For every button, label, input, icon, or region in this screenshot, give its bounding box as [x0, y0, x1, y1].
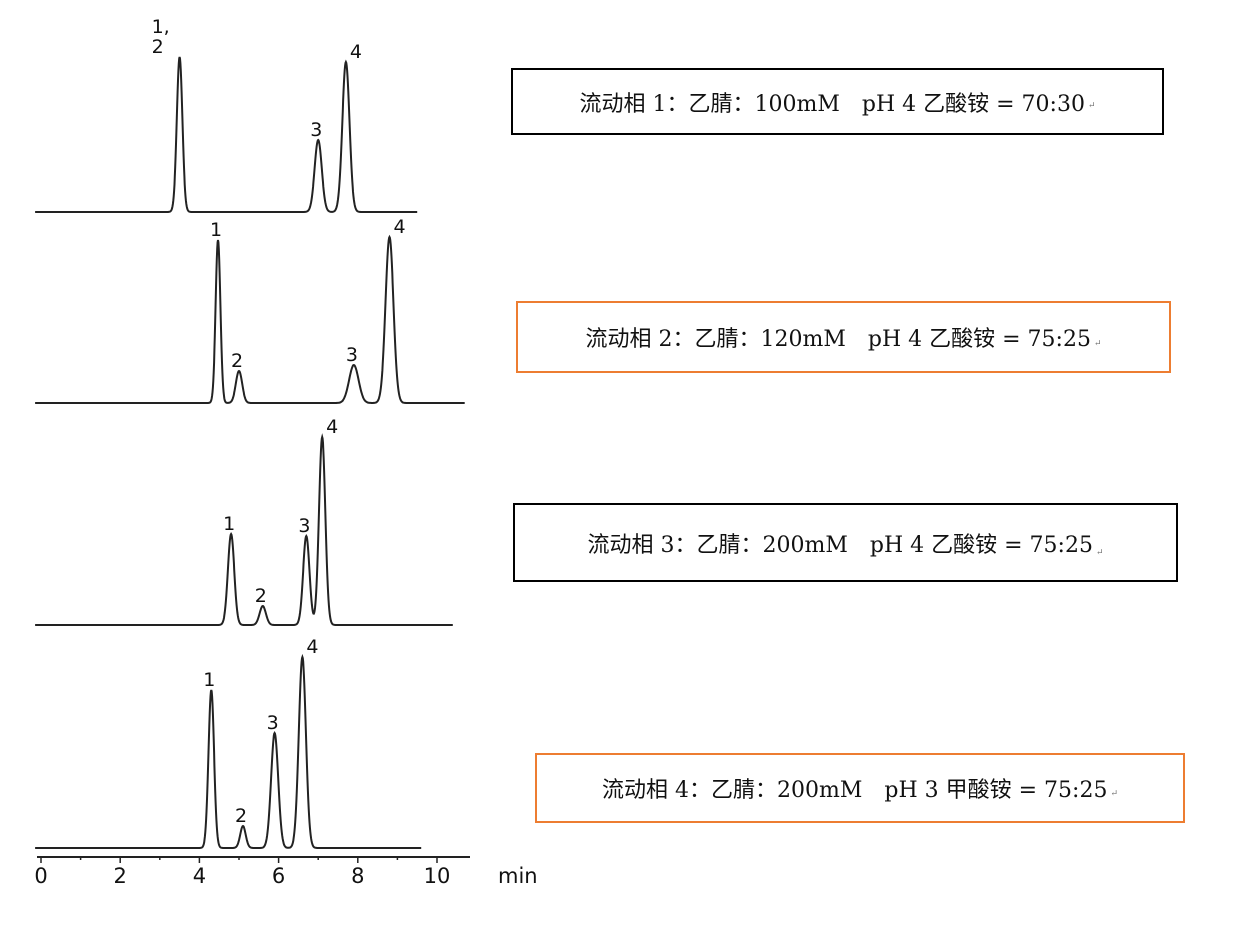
peak-label: 1	[210, 219, 222, 241]
trace-line-1	[35, 56, 418, 213]
x-tick-label: 4	[193, 864, 206, 888]
trace-line-3	[35, 433, 453, 626]
peak-label: 4	[350, 41, 362, 63]
return-mark-icon: ↵	[1087, 101, 1096, 111]
peak-label: 1	[203, 669, 215, 691]
return-mark-icon: ↵	[1095, 548, 1104, 558]
x-tick-label: 0	[34, 864, 47, 888]
return-mark-icon: ↵	[1093, 339, 1102, 349]
peak-label: 2	[255, 585, 267, 607]
x-tick-label: 2	[114, 864, 127, 888]
mobile-phase-text: 流动相 4：乙腈：200mM pH 3 甲酸铵 = 75:25	[602, 778, 1108, 803]
trace-line-2	[35, 234, 465, 404]
mobile-phase-text: 流动相 2：乙腈：120mM pH 4 乙酸铵 = 75:25	[585, 327, 1091, 352]
peak-label: 1	[223, 513, 235, 535]
x-tick-label: 6	[272, 864, 285, 888]
mobile-phase-3-label: 流动相 3：乙腈：200mM pH 4 乙酸铵 = 75:25 ↵	[513, 503, 1178, 582]
peak-label: 2	[152, 36, 164, 58]
x-tick-label: 10	[424, 864, 451, 888]
mobile-phase-1-label: 流动相 1：乙腈：100mM pH 4 乙酸铵 = 70:30 ↵	[511, 68, 1164, 135]
peak-label: 4	[393, 216, 405, 238]
peak-label: 3	[346, 344, 358, 366]
peak-label: 1,	[152, 16, 170, 38]
peak-label: 3	[267, 712, 279, 734]
mobile-phase-text: 流动相 3：乙腈：200mM pH 4 乙酸铵 = 75:25	[587, 532, 1093, 558]
trace-line-4	[35, 653, 422, 849]
peak-label: 2	[231, 350, 243, 372]
return-mark-icon: ↵	[1110, 789, 1118, 799]
x-tick-label: 8	[351, 864, 364, 888]
peak-label: 4	[326, 416, 338, 438]
peak-label: 3	[310, 119, 322, 141]
peak-label: 2	[235, 805, 247, 827]
x-axis-label: min	[498, 864, 538, 888]
peak-label: 4	[306, 636, 318, 658]
peak-label: 3	[298, 515, 310, 537]
mobile-phase-2-label: 流动相 2：乙腈：120mM pH 4 乙酸铵 = 75:25 ↵	[516, 301, 1171, 373]
mobile-phase-4-label: 流动相 4：乙腈：200mM pH 3 甲酸铵 = 75:25 ↵	[535, 753, 1185, 823]
mobile-phase-text: 流动相 1：乙腈：100mM pH 4 乙酸铵 = 70:30	[579, 91, 1085, 117]
